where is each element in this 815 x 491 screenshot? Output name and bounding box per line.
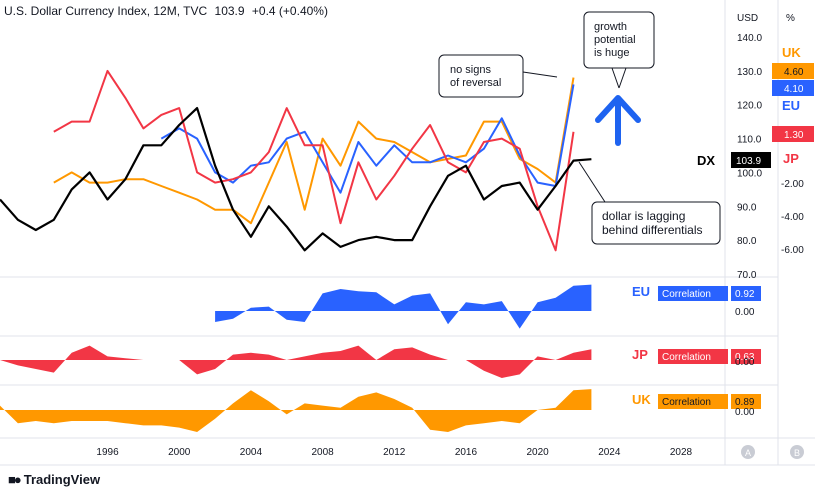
uk-badge: 4.60 — [772, 63, 814, 79]
right-percent-scale[interactable]: -6.00 -4.00 -2.00 — [781, 179, 804, 256]
eu-badge-value: 4.10 — [784, 84, 804, 95]
last-price: 103.9 — [214, 4, 245, 18]
uk-label: UK — [782, 45, 801, 60]
correlation-tag — [658, 349, 728, 364]
time-tick-label: 1996 — [96, 447, 119, 458]
tradingview-logo-icon: ■● — [8, 472, 22, 487]
correlation-name-uk: UK — [632, 392, 651, 407]
time-tick-label: 2004 — [240, 447, 263, 458]
time-tick-label: 2016 — [455, 447, 478, 458]
lagging-line-1: dollar is lagging — [602, 209, 685, 223]
correlation-zero-label: 0.00 — [735, 357, 755, 368]
price-tick-label: 90.0 — [737, 202, 757, 213]
correlation-area-jp — [0, 345, 592, 378]
price-tick-label: 80.0 — [737, 236, 757, 247]
chart-header: U.S. Dollar Currency Index, 12M, TVC 103… — [4, 4, 332, 18]
time-tick-label: 2012 — [383, 447, 406, 458]
growth-line-2: potential — [594, 34, 636, 46]
no-signs-line-2: of reversal — [450, 77, 501, 89]
correlation-tag-label: Correlation — [662, 289, 711, 300]
price-tick-label: 140.0 — [737, 33, 762, 44]
price-tick-label: 120.0 — [737, 101, 762, 112]
growth-callout: growth potential is huge — [583, 11, 655, 89]
correlation-value-badge — [731, 286, 761, 301]
correlation-value-badge — [731, 394, 761, 409]
correlation-value: 0.92 — [735, 289, 755, 300]
growth-line-3: is huge — [594, 47, 629, 59]
lagging-line-2: behind differentials — [602, 223, 703, 237]
correlation-value-badge — [731, 349, 761, 364]
auto-scale-label: A — [745, 448, 751, 458]
no-signs-callout: no signs of reversal — [438, 54, 558, 98]
correlation-zero-label: 0.00 — [735, 307, 755, 318]
price-tick-label: 70.0 — [737, 270, 757, 281]
correlation-name-jp: JP — [632, 347, 648, 362]
correlation-area-uk — [0, 389, 592, 432]
jp-badge-value: 1.30 — [784, 130, 804, 141]
correlation-zero-label: 0.00 — [735, 407, 755, 418]
jp-label: JP — [783, 151, 799, 166]
price-tick-label: 130.0 — [737, 67, 762, 78]
price-tick-label: 110.0 — [737, 135, 762, 146]
uk-badge-value: 4.60 — [784, 67, 804, 78]
time-tick-label: 2020 — [527, 447, 550, 458]
series-line-eu — [160, 84, 575, 194]
symbol-title: U.S. Dollar Currency Index, 12M, TVC — [4, 4, 208, 18]
price-tick-label: 100.0 — [737, 168, 762, 179]
series-line-jp — [53, 69, 575, 252]
correlation-name-eu: EU — [632, 284, 650, 299]
correlation-panel-eu: EU Correlation 0.92 0.00 — [215, 284, 761, 329]
time-tick-label: 2024 — [598, 447, 621, 458]
brand-name: TradingView — [23, 472, 101, 487]
base-scale-button[interactable]: B — [790, 445, 804, 459]
dx-label: DX — [697, 153, 715, 168]
correlation-value: 0.63 — [735, 352, 755, 363]
auto-scale-button[interactable]: A — [741, 445, 755, 459]
correlation-tag — [658, 394, 728, 409]
percent-unit-label: % — [786, 13, 795, 24]
growth-line-1: growth — [594, 21, 627, 33]
correlation-panel-jp: JP Correlation 0.630.00 — [0, 345, 761, 378]
percent-tick-label: -4.00 — [781, 212, 804, 223]
time-tick-label: 2008 — [311, 447, 334, 458]
series-line-dx — [0, 106, 592, 252]
main-price-series — [0, 69, 592, 252]
dx-badge-value: 103.9 — [736, 156, 761, 167]
correlation-tag-label: Correlation — [662, 352, 711, 363]
correlation-area-eu — [215, 284, 592, 329]
series-line-uk — [53, 77, 575, 225]
correlation-tag-label: Correlation — [662, 397, 711, 408]
jp-badge: 1.30 — [772, 126, 814, 142]
time-tick-label: 2028 — [670, 447, 693, 458]
eu-badge: 4.10 — [772, 80, 814, 96]
no-signs-line-1: no signs — [450, 64, 491, 76]
correlation-tag — [658, 286, 728, 301]
price-change: +0.4 (+0.40%) — [251, 4, 328, 18]
base-scale-label: B — [794, 448, 800, 458]
time-tick-label: 2000 — [168, 447, 191, 458]
time-axis[interactable]: 1996 2000 2004 2008 2012 2016 2020 2024 2028 — [96, 447, 692, 458]
usd-unit-label: USD — [737, 13, 758, 24]
tradingview-brand[interactable]: ■● TradingView — [8, 472, 100, 487]
dx-badge: 103.9 — [731, 152, 771, 168]
lagging-callout: dollar is lagging behind differentials — [578, 161, 721, 245]
correlation-value: 0.89 — [735, 397, 755, 408]
left-price-scale[interactable]: 70.0 80.0 90.0 100.0 110.0 120.0 130.0 140.0 — [737, 33, 762, 281]
percent-tick-label: -2.00 — [781, 179, 804, 190]
correlation-panel-uk: UK Correlation 0.890.00 — [0, 389, 761, 432]
eu-label: EU — [782, 98, 800, 113]
up-arrow-icon — [595, 95, 641, 146]
percent-tick-label: -6.00 — [781, 245, 804, 256]
